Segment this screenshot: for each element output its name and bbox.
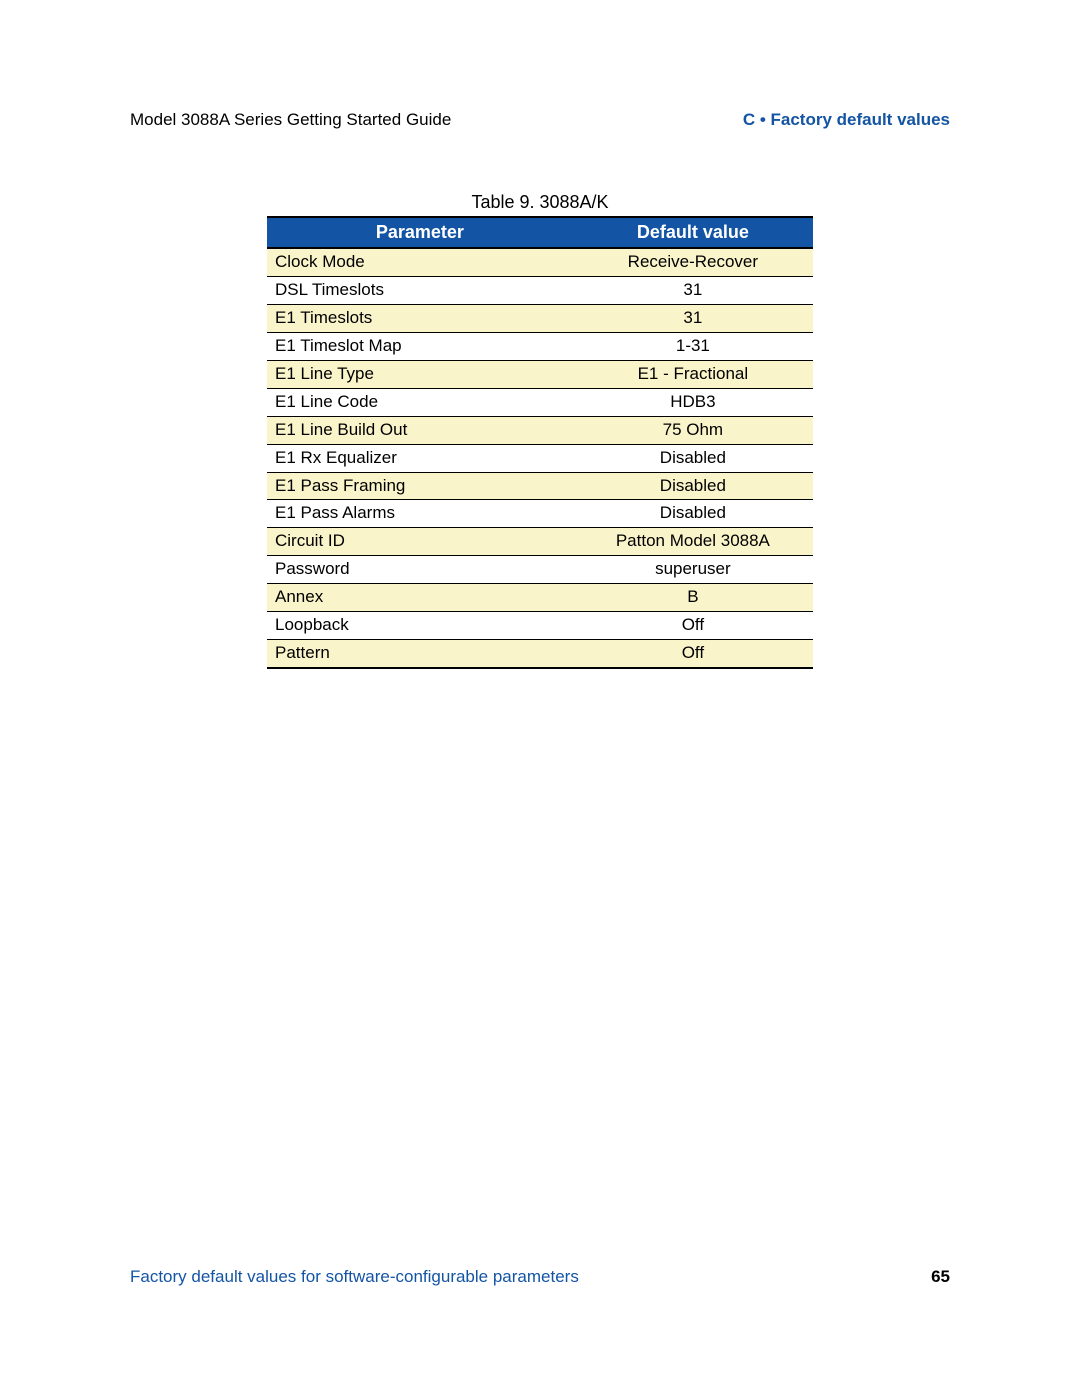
table-row: Circuit IDPatton Model 3088A — [267, 528, 813, 556]
table-row: AnnexB — [267, 584, 813, 612]
parameter-cell: Pattern — [267, 640, 573, 668]
table-header-row: Parameter Default value — [267, 217, 813, 248]
parameter-cell: E1 Pass Framing — [267, 472, 573, 500]
table-row: E1 Timeslot Map1-31 — [267, 332, 813, 360]
defaults-table: Parameter Default value Clock ModeReceiv… — [267, 216, 813, 669]
parameter-cell: E1 Line Code — [267, 388, 573, 416]
parameter-cell: Clock Mode — [267, 248, 573, 276]
parameter-cell: Circuit ID — [267, 528, 573, 556]
table-row: PatternOff — [267, 640, 813, 668]
parameter-cell: DSL Timeslots — [267, 276, 573, 304]
table-body: Clock ModeReceive-RecoverDSL Timeslots31… — [267, 248, 813, 668]
parameter-cell: E1 Timeslots — [267, 304, 573, 332]
col-header-default-value: Default value — [573, 217, 813, 248]
value-cell: E1 - Fractional — [573, 360, 813, 388]
parameter-cell: E1 Line Build Out — [267, 416, 573, 444]
value-cell: B — [573, 584, 813, 612]
header-right-text: C • Factory default values — [743, 110, 950, 130]
page-footer: Factory default values for software-conf… — [130, 1267, 950, 1287]
page: Model 3088A Series Getting Started Guide… — [0, 0, 1080, 1397]
footer-left-text: Factory default values for software-conf… — [130, 1267, 579, 1287]
header-left-text: Model 3088A Series Getting Started Guide — [130, 110, 451, 130]
value-cell: 31 — [573, 276, 813, 304]
value-cell: 75 Ohm — [573, 416, 813, 444]
value-cell: HDB3 — [573, 388, 813, 416]
page-header: Model 3088A Series Getting Started Guide… — [130, 110, 950, 130]
table-row: E1 Line TypeE1 - Fractional — [267, 360, 813, 388]
table-row: LoopbackOff — [267, 612, 813, 640]
value-cell: 31 — [573, 304, 813, 332]
value-cell: Disabled — [573, 472, 813, 500]
parameter-cell: E1 Rx Equalizer — [267, 444, 573, 472]
table-row: Clock ModeReceive-Recover — [267, 248, 813, 276]
defaults-table-wrap: Parameter Default value Clock ModeReceiv… — [267, 216, 813, 669]
table-row: E1 Pass FramingDisabled — [267, 472, 813, 500]
table-row: DSL Timeslots31 — [267, 276, 813, 304]
page-number: 65 — [931, 1267, 950, 1287]
col-header-parameter: Parameter — [267, 217, 573, 248]
value-cell: Patton Model 3088A — [573, 528, 813, 556]
parameter-cell: Annex — [267, 584, 573, 612]
table-row: Passwordsuperuser — [267, 556, 813, 584]
table-caption: Table 9. 3088A/K — [0, 192, 1080, 213]
value-cell: Off — [573, 640, 813, 668]
value-cell: Receive-Recover — [573, 248, 813, 276]
value-cell: superuser — [573, 556, 813, 584]
table-row: E1 Timeslots31 — [267, 304, 813, 332]
parameter-cell: E1 Timeslot Map — [267, 332, 573, 360]
parameter-cell: Loopback — [267, 612, 573, 640]
value-cell: 1-31 — [573, 332, 813, 360]
table-row: E1 Pass AlarmsDisabled — [267, 500, 813, 528]
value-cell: Disabled — [573, 444, 813, 472]
parameter-cell: E1 Line Type — [267, 360, 573, 388]
parameter-cell: E1 Pass Alarms — [267, 500, 573, 528]
table-row: E1 Rx EqualizerDisabled — [267, 444, 813, 472]
parameter-cell: Password — [267, 556, 573, 584]
value-cell: Disabled — [573, 500, 813, 528]
table-row: E1 Line Build Out75 Ohm — [267, 416, 813, 444]
table-row: E1 Line CodeHDB3 — [267, 388, 813, 416]
value-cell: Off — [573, 612, 813, 640]
